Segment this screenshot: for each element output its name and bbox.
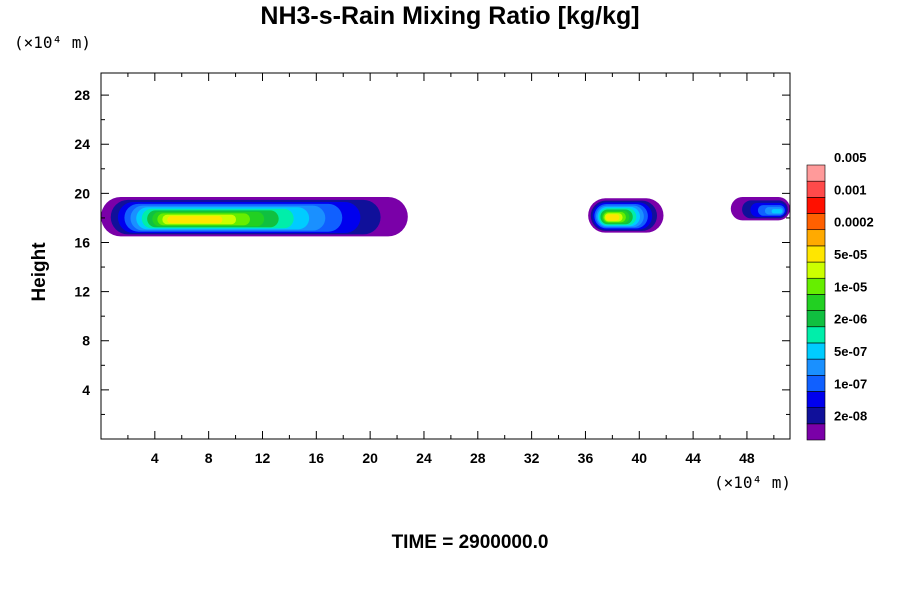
colorbar-label: 5e-07 bbox=[834, 344, 867, 359]
colorbar-label: 2e-08 bbox=[834, 409, 867, 424]
x-tick-label: 48 bbox=[739, 450, 755, 466]
colorbar-swatch bbox=[806, 277, 826, 295]
x-tick-label: 28 bbox=[470, 450, 486, 466]
plot-area bbox=[101, 197, 790, 237]
x-tick-label: 12 bbox=[255, 450, 271, 466]
colorbar-label: 1e-07 bbox=[834, 376, 867, 391]
colorbar-swatch bbox=[806, 294, 826, 311]
x-tick-label: 32 bbox=[524, 450, 540, 466]
x-tick-label: 40 bbox=[631, 450, 647, 466]
colorbar-label: 5e-05 bbox=[834, 247, 867, 262]
y-axis-unit: (×10⁴ m) bbox=[14, 33, 92, 52]
y-tick-label: 12 bbox=[74, 284, 90, 300]
colorbar-swatch bbox=[806, 213, 826, 231]
contour-band bbox=[605, 214, 620, 221]
colorbar-label: 0.001 bbox=[834, 182, 867, 197]
x-axis-unit: (×10⁴ m) bbox=[714, 473, 792, 492]
x-tick-label: 20 bbox=[362, 450, 378, 466]
chart-title: NH3-s-Rain Mixing Ratio [kg/kg] bbox=[260, 2, 640, 30]
contour-band bbox=[771, 209, 783, 214]
y-tick-label: 24 bbox=[74, 136, 90, 152]
x-tick-label: 44 bbox=[685, 450, 701, 466]
cloud-region bbox=[730, 197, 790, 221]
x-tick-label: 16 bbox=[309, 450, 325, 466]
x-tick-label: 24 bbox=[416, 450, 432, 466]
x-tick-label: 4 bbox=[151, 450, 159, 466]
colorbar-swatch bbox=[806, 180, 826, 198]
y-tick-label: 16 bbox=[74, 234, 90, 250]
colorbar-swatch bbox=[806, 423, 826, 441]
colorbar-label: 2e-06 bbox=[834, 312, 867, 327]
colorbar-swatch bbox=[806, 374, 826, 392]
colorbar-swatch bbox=[806, 326, 826, 344]
y-tick-label: 28 bbox=[74, 87, 90, 103]
colorbar-swatch bbox=[806, 229, 826, 247]
colorbar-label: 0.0002 bbox=[834, 215, 874, 230]
cloud-region bbox=[101, 197, 408, 237]
y-tick-label: 4 bbox=[82, 382, 90, 398]
colorbar-swatch bbox=[806, 358, 826, 376]
colorbar-swatch bbox=[806, 342, 826, 360]
colorbar-swatch bbox=[806, 310, 826, 328]
plot-frame bbox=[100, 72, 791, 440]
y-tick-label: 20 bbox=[74, 185, 90, 201]
colorbar-swatch bbox=[806, 197, 826, 214]
colorbar-swatch bbox=[806, 407, 826, 425]
contour-band bbox=[167, 216, 223, 224]
colorbar-label: 0.005 bbox=[834, 150, 867, 165]
colorbar: 2e-08 1e-07 5e-07 2e-06 1e-05 5e-05 0.0002 0.00… bbox=[806, 150, 874, 441]
cloud-region bbox=[588, 198, 664, 233]
colorbar-swatch bbox=[806, 245, 826, 263]
time-label: TIME = 2900000.0 bbox=[391, 532, 549, 553]
colorbar-swatch bbox=[806, 391, 826, 408]
colorbar-swatch bbox=[806, 164, 826, 182]
y-tick-label: 8 bbox=[82, 333, 90, 349]
colorbar-label: 1e-05 bbox=[834, 279, 867, 294]
colorbar-swatch bbox=[806, 261, 826, 279]
x-tick-label: 36 bbox=[578, 450, 594, 466]
x-tick-label: 8 bbox=[205, 450, 213, 466]
